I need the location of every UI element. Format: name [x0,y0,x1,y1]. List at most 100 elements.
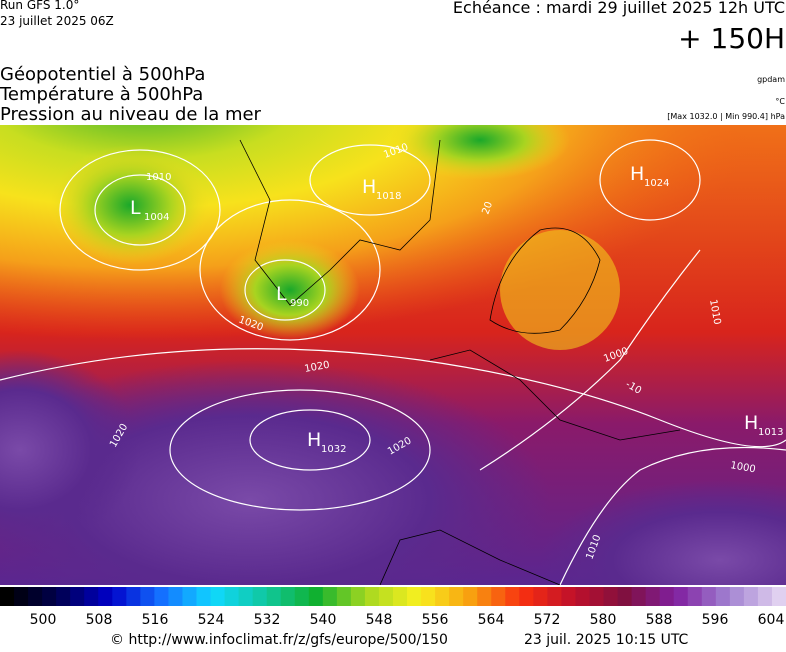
layer: Pression au niveau de la mer [0,104,262,125]
colorbar-swatch [252,587,268,606]
colorbar-swatch [435,587,450,606]
colorbar-swatch [589,587,605,606]
layer: Géopotentiel à 500hPa [0,64,205,85]
center-value: 1018 [376,191,401,202]
colorbar-tick: 524 [198,612,225,628]
contour-label: 1020 [304,360,331,375]
colorbar-swatch [336,587,352,606]
colorbar-swatch [575,587,590,606]
unit: gpdam [757,75,785,84]
map [0,125,786,585]
layer: Température à 500hPa [0,84,203,105]
colorbar-tick: 596 [702,612,729,628]
colorbar-swatch [477,587,492,606]
colorbar-swatch [743,587,759,606]
colorbar-swatch [393,587,408,606]
center-letter: L [276,283,287,305]
run: Run GFS 1.0° [0,0,79,12]
center-value: 990 [290,298,309,309]
contour-label: 1000 [729,460,756,475]
colorbar-swatch [98,587,113,606]
colorbar-swatch [14,587,29,606]
pressure-range: [Max 1032.0 | Min 990.4] hPa [667,112,785,121]
colorbar-swatch [294,587,310,606]
colorbar-swatch [519,587,534,606]
generated-time: 23 juil. 2025 10:15 UTC [524,632,689,648]
center-letter: H [307,429,321,451]
colorbar-swatch [196,587,212,606]
colorbar-tick: 580 [590,612,617,628]
colorbar-tick: 508 [86,612,113,628]
colorbar-swatch [70,587,85,606]
colorbar-tick: 556 [422,612,449,628]
colorbar-tick: 564 [478,612,505,628]
colorbar-tick: 540 [310,612,337,628]
colorbar-swatch [210,587,226,606]
colorbar-swatch [617,587,633,606]
colorbar-tick: 588 [646,612,673,628]
colorbar-swatch [0,587,15,606]
colorbar-swatch [407,587,422,606]
lead-time: + 150H [678,22,785,55]
colorbar-swatch [140,587,155,606]
colorbar-swatch [645,587,661,606]
colorbar-tick: 516 [142,612,169,628]
center-letter: H [362,176,376,198]
colorbar-swatch [378,587,394,606]
colorbar-swatch [238,587,254,606]
center-value: 1024 [644,178,669,189]
colorbar-swatch [266,587,282,606]
colorbar-swatch [350,587,366,606]
colorbar-swatch [547,587,562,606]
colorbar-swatch [280,587,296,606]
colorbar-tick: 572 [534,612,561,628]
colorbar-swatch [687,587,703,606]
colorbar-swatch [182,587,197,606]
colorbar-swatch [659,587,675,606]
colorbar-swatch [154,587,169,606]
run-date: 23 juillet 2025 06Z [0,14,114,28]
colorbar-tick: 532 [254,612,281,628]
colorbar-swatch [449,587,464,606]
colorbar-swatch [56,587,71,606]
colorbar-swatch [308,587,324,606]
center-value: 1013 [758,427,783,438]
colorbar-tick: 604 [758,612,785,628]
valid-time: Echéance : mardi 29 juillet 2025 12h UTC [453,0,785,17]
center-value: 1004 [144,212,169,223]
colorbar-swatch [491,587,506,606]
contour-label: 20 [480,200,495,216]
colorbar-swatch [715,587,731,606]
colorbar-swatch [757,587,773,606]
colorbar-swatch [112,587,127,606]
colorbar-swatch [28,587,43,606]
colorbar-tick: 548 [366,612,393,628]
center-letter: H [744,412,758,434]
colorbar-swatch [561,587,576,606]
colorbar-tick: 500 [30,612,57,628]
colorbar-swatch [533,587,548,606]
source-url: © http://www.infoclimat.fr/z/gfs/europe/… [110,632,448,648]
colorbar-swatch [463,587,478,606]
center-letter: L [130,197,141,219]
colorbar-swatch [364,587,380,606]
colorbar-swatch [729,587,745,606]
colorbar-swatch [42,587,57,606]
contour-label: 1010 [146,172,171,183]
colorbar-swatch [322,587,338,606]
contour-label: 1010 [707,299,722,326]
colorbar-swatch [505,587,520,606]
colorbar-swatch [126,587,141,606]
colorbar-swatch [673,587,689,606]
center-letter: H [630,163,644,185]
colorbar-swatch [603,587,619,606]
colorbar-swatch [168,587,183,606]
colorbar-swatch [631,587,647,606]
colorbar-swatch [701,587,717,606]
unit: °C [775,97,785,106]
colorbar-swatch [84,587,99,606]
center-value: 1032 [321,444,346,455]
colorbar-swatch [421,587,436,606]
colorbar-swatch [771,587,786,606]
